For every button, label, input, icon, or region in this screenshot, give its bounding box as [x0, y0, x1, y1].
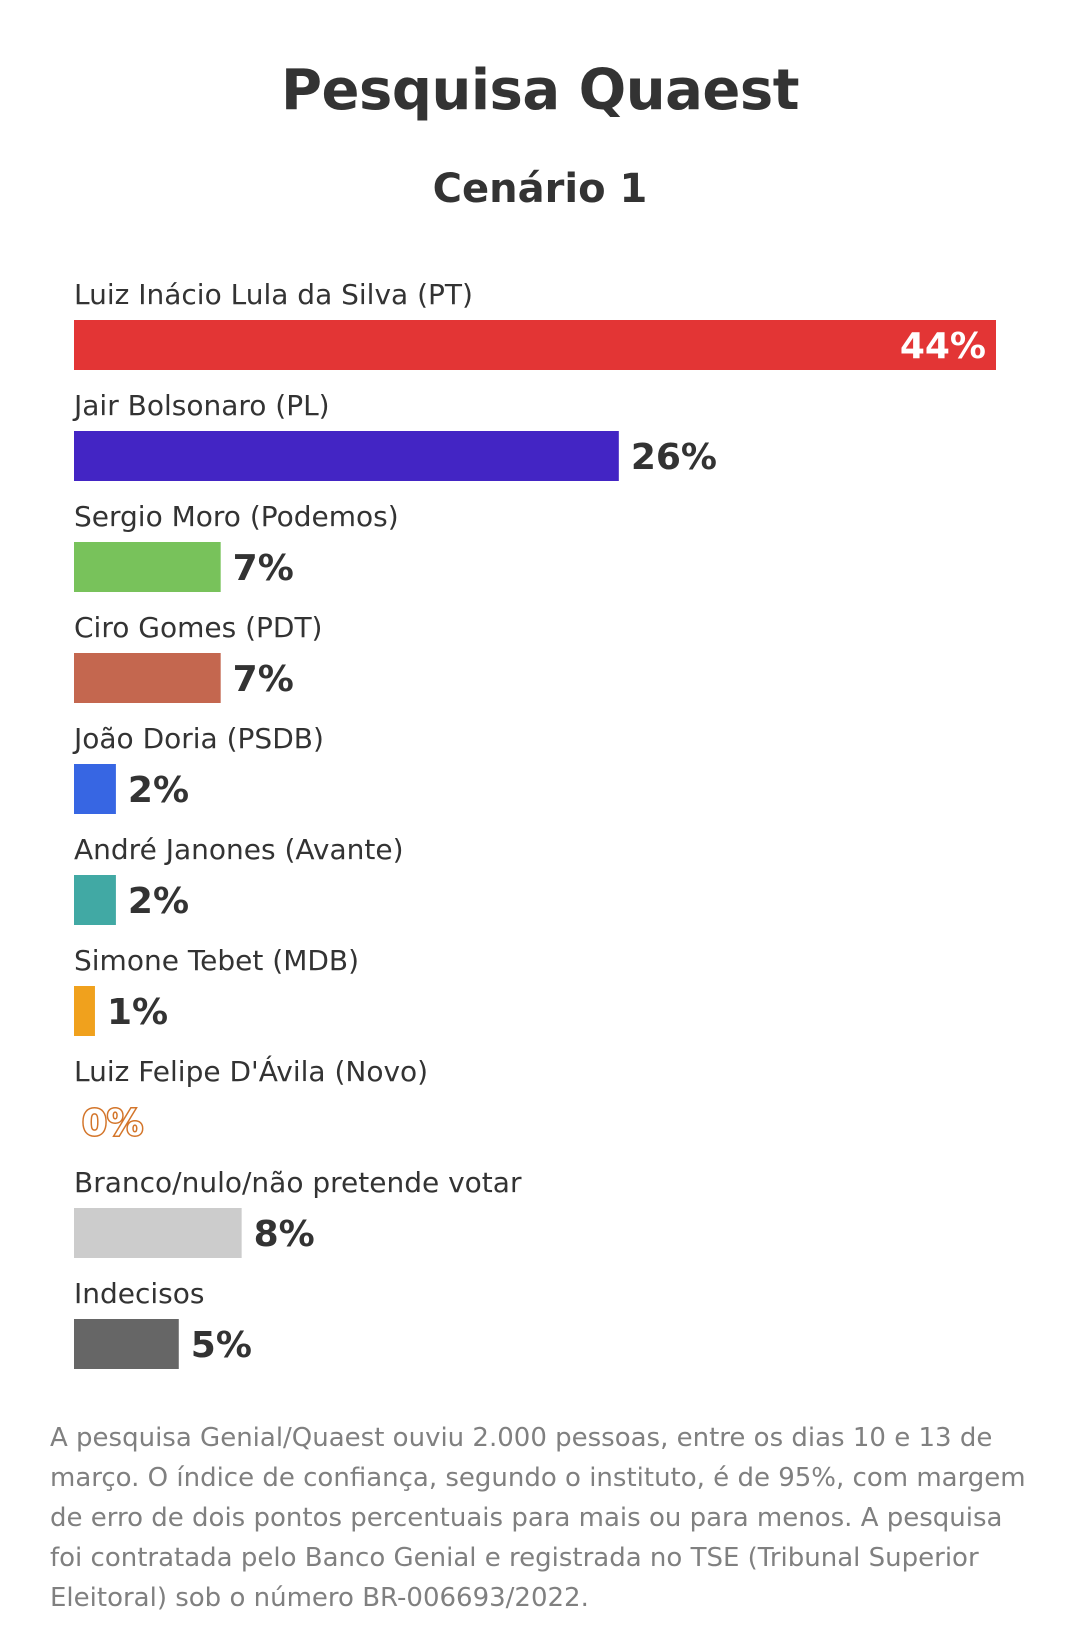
category-label: João Doria (PSDB): [72, 722, 324, 755]
category-label: Luiz Inácio Lula da Silva (PT): [74, 278, 473, 311]
methodology-note: A pesquisa Genial/Quaest ouviu 2.000 pes…: [50, 1423, 1026, 1613]
category-label: Sergio Moro (Podemos): [74, 500, 399, 533]
bar: [74, 320, 996, 370]
bar: [74, 1208, 242, 1258]
value-label: 0%: [82, 1103, 143, 1144]
bar-row-andre-janones-avante: André Janones (Avante) 2%: [74, 833, 404, 925]
bar: [74, 764, 116, 814]
category-label: André Janones (Avante): [74, 833, 404, 866]
value-label: 7%: [233, 659, 294, 700]
bar: [74, 986, 95, 1036]
bar-row-indecisos: Indecisos 5%: [74, 1277, 252, 1369]
value-label: 26%: [631, 437, 717, 478]
chart-title: Pesquisa Quaest: [281, 58, 799, 123]
category-label: Simone Tebet (MDB): [74, 944, 359, 977]
bar-row-sergio-moro-podemos: Sergio Moro (Podemos) 7%: [74, 500, 399, 592]
bar-row-luiz-felipe-d-avila-novo: Luiz Felipe D'Ávila (Novo) 0%: [74, 1054, 428, 1146]
bar-row-simone-tebet-mdb: Simone Tebet (MDB) 1%: [74, 944, 359, 1036]
bar: [74, 653, 221, 703]
value-label: 2%: [128, 770, 189, 811]
bar-row-luiz-inacio-lula-da-silva-pt: Luiz Inácio Lula da Silva (PT) 44%: [74, 278, 996, 370]
chart-subtitle: Cenário 1: [432, 166, 648, 212]
category-label: Ciro Gomes (PDT): [74, 611, 322, 644]
bar-row-branco-nulo-nao-pretende-votar: Branco/nulo/não pretende votar 8%: [74, 1166, 522, 1258]
bar: [74, 542, 221, 592]
bar-chart: Luiz Inácio Lula da Silva (PT) 44% Jair Bo…: [72, 278, 996, 1369]
value-label: 44%: [900, 326, 986, 367]
bar-row-ciro-gomes-pdt: Ciro Gomes (PDT) 7%: [74, 611, 322, 703]
bar-row-joao-doria-psdb: João Doria (PSDB) 2%: [72, 722, 324, 814]
category-label: Branco/nulo/não pretende votar: [74, 1166, 522, 1199]
bar: [74, 875, 116, 925]
value-label: 1%: [107, 992, 168, 1033]
bar: [74, 431, 619, 481]
bar-row-jair-bolsonaro-pl: Jair Bolsonaro (PL) 26%: [72, 389, 717, 481]
value-label: 5%: [191, 1325, 252, 1366]
value-label: 7%: [233, 548, 294, 589]
bar: [74, 1319, 179, 1369]
category-label: Indecisos: [74, 1277, 204, 1310]
value-label: 2%: [128, 881, 189, 922]
category-label: Luiz Felipe D'Ávila (Novo): [74, 1054, 428, 1088]
category-label: Jair Bolsonaro (PL): [72, 389, 330, 422]
value-label: 8%: [254, 1214, 315, 1255]
